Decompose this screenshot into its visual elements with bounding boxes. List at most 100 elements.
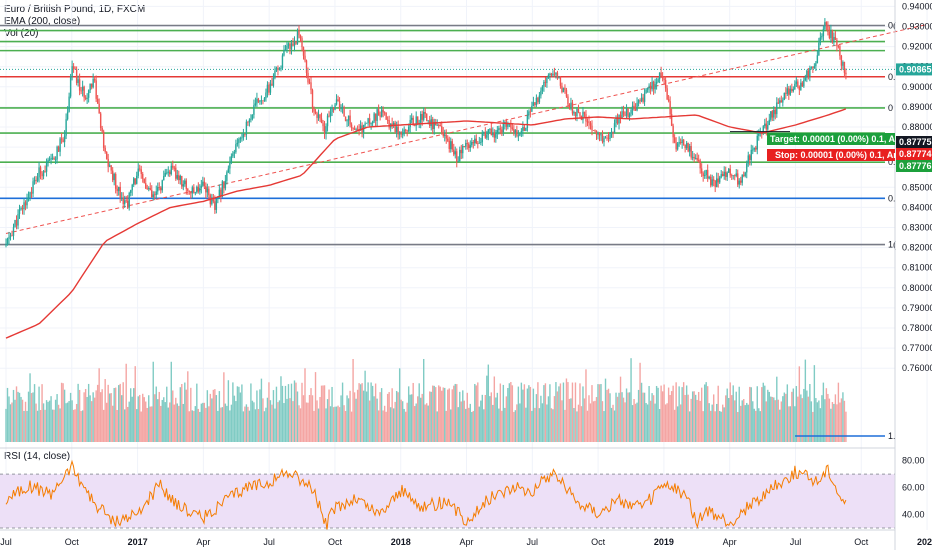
candle-body — [822, 28, 825, 37]
candle-body — [839, 46, 841, 56]
volume-bar — [27, 391, 30, 442]
candle-body — [807, 70, 810, 77]
price-tick-label: 0.80000 — [902, 283, 932, 293]
fib-level-label: 0 — [888, 103, 893, 113]
volume-bar — [475, 385, 477, 442]
volume-bar — [543, 385, 545, 442]
fib-level-label: 0. — [888, 157, 896, 167]
candle-body — [322, 123, 324, 127]
volume-bar — [196, 383, 198, 442]
candle-body — [657, 79, 659, 83]
candle-body — [356, 128, 359, 130]
candle-body — [836, 39, 838, 46]
candle-body — [496, 129, 499, 134]
volume-bar — [815, 398, 817, 442]
candle-body — [272, 78, 275, 86]
candle-body — [208, 188, 210, 196]
candle-body — [323, 126, 326, 134]
rsi-legend[interactable]: RSI (14, close) — [4, 451, 71, 462]
candle-body — [151, 189, 153, 198]
volume-bar — [407, 386, 410, 442]
candle-body — [837, 45, 840, 47]
volume-bar — [365, 391, 368, 442]
volume-bar — [113, 387, 115, 442]
candle-body — [462, 146, 464, 154]
candle-body — [59, 138, 61, 152]
candle-body — [310, 82, 312, 91]
volume-bar — [824, 399, 826, 442]
candle-body — [32, 181, 34, 194]
volume-bar — [265, 407, 267, 442]
candle-body — [84, 97, 87, 99]
volume-bar — [212, 389, 215, 442]
volume-bar — [445, 410, 447, 442]
volume-bar — [268, 382, 270, 442]
candle-body — [427, 120, 429, 122]
symbol-title[interactable]: Euro / British Pound, 1D, FXCM — [4, 4, 146, 15]
volume-bar — [511, 385, 514, 442]
volume-bar — [678, 386, 680, 442]
volume-bar — [38, 386, 40, 442]
candle-body — [681, 139, 683, 143]
volume-bar — [202, 402, 204, 442]
candle-body — [54, 159, 57, 161]
candle-body — [514, 130, 517, 133]
candle-body — [654, 83, 656, 90]
candle-body — [223, 181, 225, 189]
candle-body — [241, 137, 243, 139]
volume-bar — [341, 382, 344, 442]
candle-body — [304, 55, 306, 61]
volume-bar — [206, 390, 209, 442]
candle-body — [101, 127, 103, 132]
candle-body — [746, 163, 748, 173]
price-tick-label: 0.84000 — [902, 202, 932, 212]
candle-body — [45, 162, 48, 172]
volume-bar — [181, 384, 183, 442]
vol-legend[interactable]: Vol (20) — [4, 28, 39, 39]
candle-body — [498, 128, 500, 130]
candle-body — [136, 175, 138, 184]
candle-body — [505, 121, 508, 127]
volume-bar — [423, 358, 425, 442]
candle-body — [125, 200, 127, 202]
candle-body — [149, 188, 151, 190]
candle-body — [131, 184, 133, 191]
volume-bar — [308, 394, 311, 442]
volume-bar — [621, 392, 623, 442]
volume-bar — [209, 393, 212, 442]
price-tag — [896, 136, 932, 148]
volume-bar — [532, 388, 535, 442]
candle-body — [280, 68, 282, 69]
candle-body — [346, 120, 348, 122]
volume-bar — [564, 409, 566, 442]
candle-body — [529, 111, 532, 113]
volume-bar — [8, 396, 10, 442]
volume-bar — [546, 404, 548, 442]
candle-body — [96, 98, 99, 104]
candle-body — [540, 90, 542, 96]
candle-body — [607, 138, 610, 139]
candle-body — [513, 128, 515, 133]
candle-body — [6, 238, 9, 244]
ema-legend[interactable]: EMA (200, close) — [4, 16, 81, 27]
volume-bar — [169, 402, 171, 442]
candle-body — [290, 43, 293, 50]
volume-bar — [842, 392, 844, 442]
volume-bar — [101, 389, 103, 442]
volume-bar — [26, 410, 28, 442]
volume-bar — [370, 382, 372, 442]
volume-bar — [830, 408, 832, 442]
volume-bar — [193, 410, 195, 442]
candle-body — [785, 92, 787, 94]
candle-body — [478, 142, 480, 144]
candle-body — [630, 109, 632, 114]
volume-bar — [283, 403, 285, 442]
volume-bar — [558, 386, 560, 442]
volume-bar — [682, 382, 685, 442]
volume-bar — [36, 410, 39, 442]
price-pane: 0(0. 0 0. 0. 1( — [0, 0, 928, 530]
volume-bar — [774, 400, 776, 442]
candle-body — [520, 130, 523, 134]
candle-body — [469, 145, 471, 148]
